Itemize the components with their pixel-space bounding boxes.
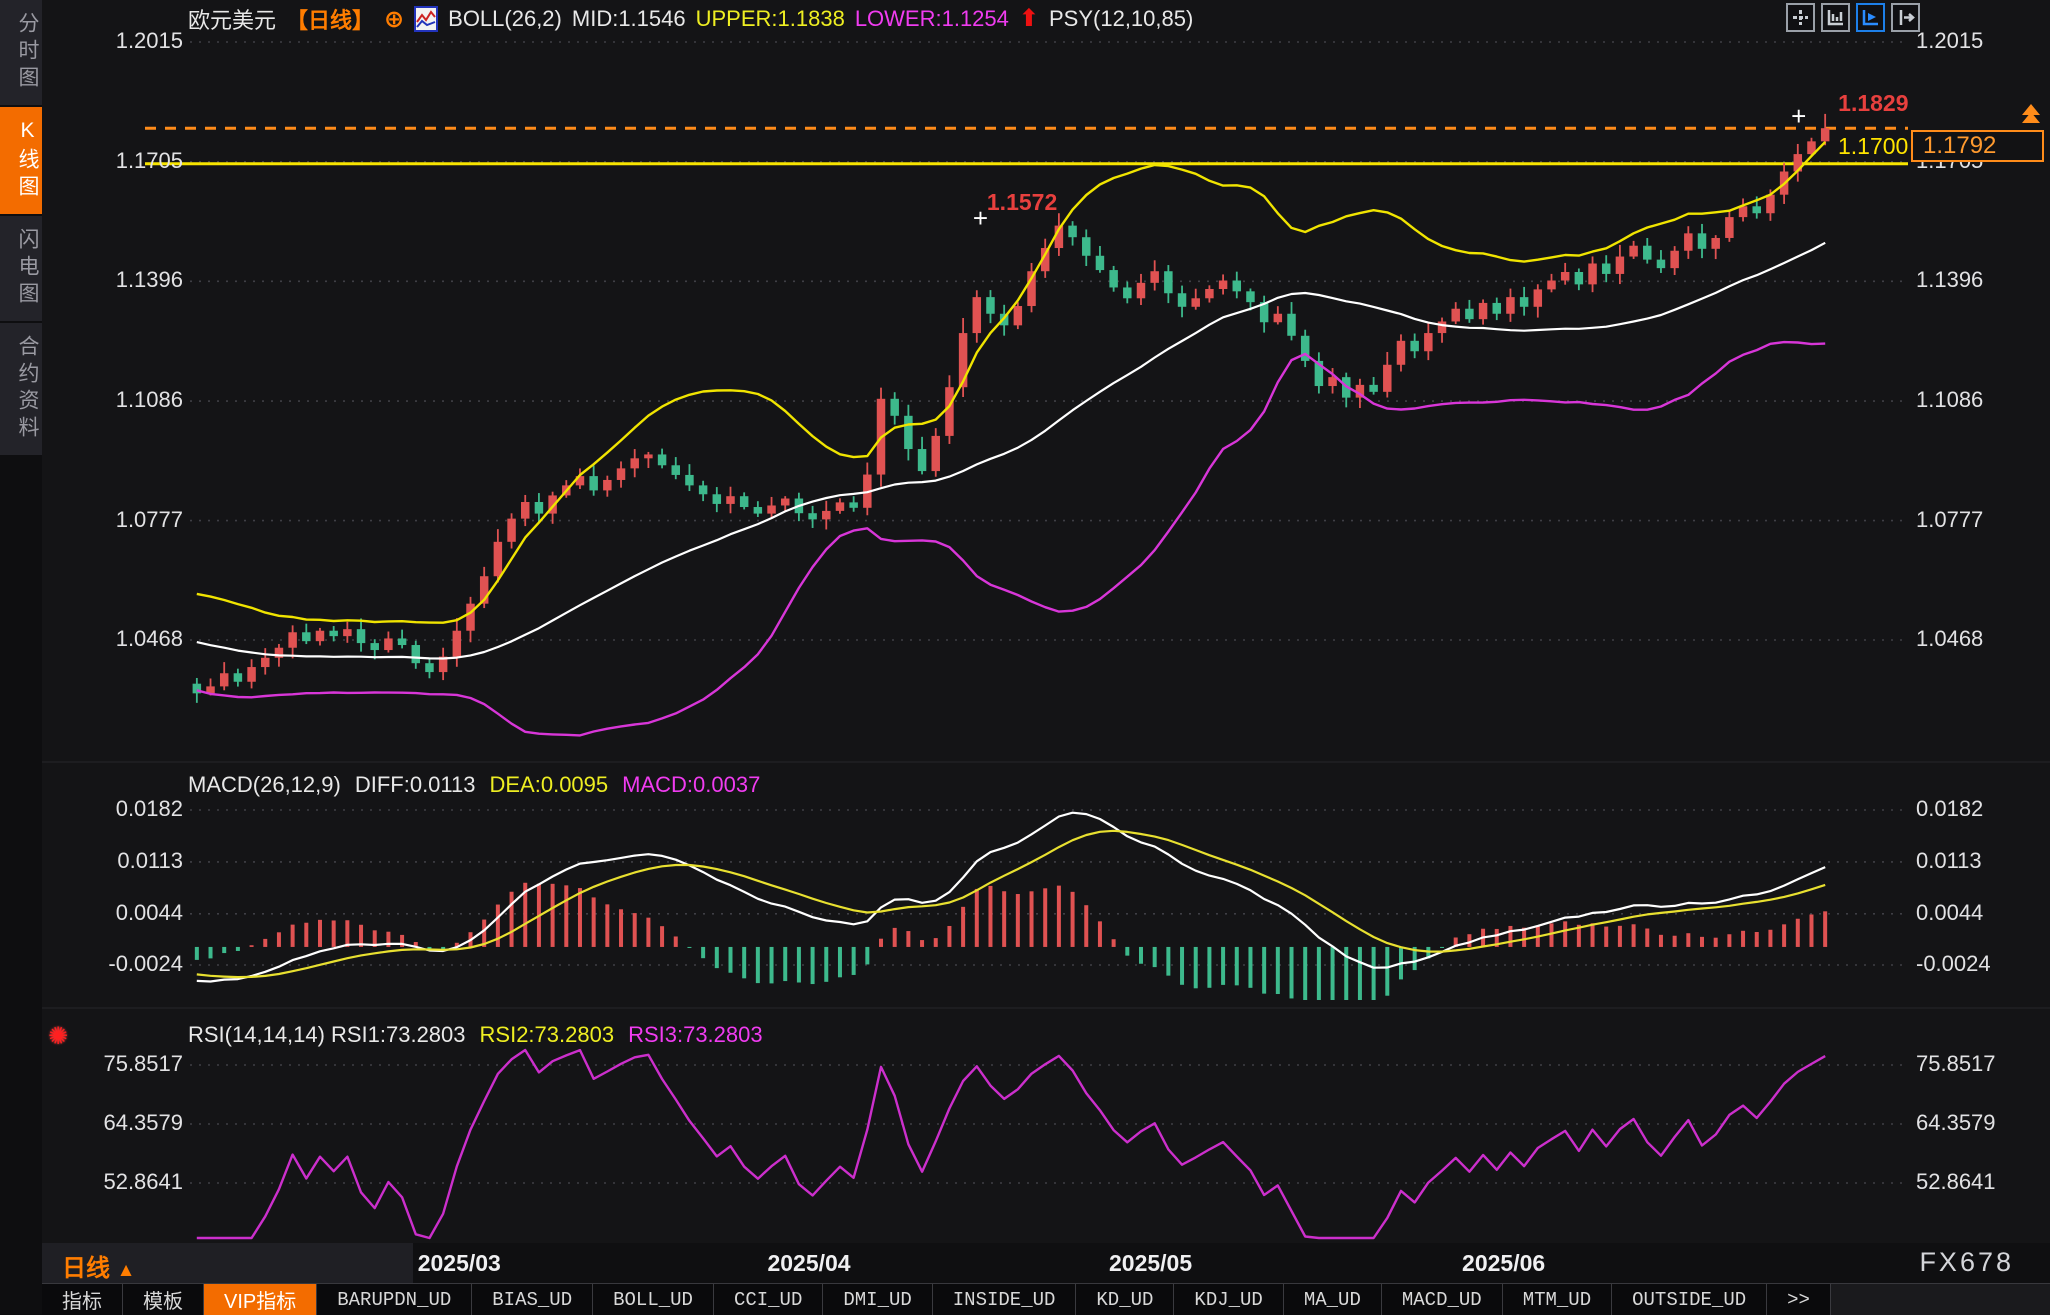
y-axis-label: 0.0182 — [115, 796, 183, 821]
y-axis-label: 0.0182 — [1916, 796, 1984, 821]
indicator-chart-icon[interactable] — [414, 6, 439, 32]
x-axis-date-label: 2025/03 — [417, 1250, 501, 1276]
y-axis-label: 75.8517 — [1916, 1051, 1996, 1076]
tabbar-filler — [1830, 1284, 2050, 1315]
boll-lower-value: LOWER:1.1254 — [854, 6, 1009, 31]
y-axis-label: 52.8641 — [103, 1169, 183, 1194]
tab--[interactable]: 模板 — [123, 1284, 204, 1315]
y-axis-label: 64.3579 — [1916, 1110, 1996, 1135]
y-axis-label: 0.0113 — [1916, 847, 1982, 873]
y-axis-label: -0.0024 — [1916, 951, 1991, 976]
y-axis-label: 1.1086 — [115, 387, 183, 413]
x-axis-date-label: 2025/04 — [767, 1250, 851, 1276]
session-high-label: 1.1829 — [1838, 89, 1909, 116]
tab-dmi_ud[interactable]: DMI_UD — [823, 1284, 933, 1315]
goto-last-bar-button[interactable] — [1891, 3, 1920, 32]
tab-macd_ud[interactable]: MACD_UD — [1382, 1284, 1503, 1315]
tab-boll_ud[interactable]: BOLL_UD — [593, 1284, 714, 1315]
rsi-panel-header: RSI(14,14,14) RSI1:73.2803 RSI2:73.2803 … — [188, 1022, 763, 1048]
y-axis-label: 1.1086 — [1916, 387, 1984, 413]
watermark: FX678 — [1919, 1247, 2014, 1277]
macd-hist-value: MACD:0.0037 — [622, 772, 761, 797]
auto-scale-button[interactable] — [1856, 3, 1885, 32]
price-up-arrows-icon — [2022, 104, 2040, 123]
left-sidebar: 分时图 K线图 闪电图 合约资料 — [0, 0, 42, 1314]
tab-barupdn_ud[interactable]: BARUPDN_UD — [317, 1284, 473, 1315]
y-axis-label: 1.0777 — [115, 506, 183, 532]
macd-dea-value: DEA:0.0095 — [489, 772, 609, 797]
tab--[interactable]: 指标 — [42, 1284, 123, 1315]
last-price-badge: 1.1792 — [1911, 130, 2044, 162]
y-axis-label: 1.0777 — [1916, 506, 1984, 532]
sidebar-item-kline[interactable]: K线图 — [0, 107, 42, 214]
rsi1-value: RSI1:73.2803 — [330, 1022, 466, 1047]
x-axis-date-label: 2025/06 — [1462, 1250, 1546, 1276]
y-axis-label: 64.3579 — [103, 1110, 183, 1135]
pan-crosshair-button[interactable] — [1786, 3, 1815, 32]
april-high-label: 1.1572 — [986, 189, 1058, 216]
rsi3-value: RSI3:73.2803 — [628, 1022, 763, 1047]
high-cross-marker: + — [1791, 100, 1807, 131]
symbol-name: 欧元美元 — [188, 8, 277, 33]
april-cross-marker: + — [972, 203, 989, 234]
tab-kd_ud[interactable]: KD_UD — [1076, 1284, 1175, 1315]
rsi-title: RSI(14,14,14) — [188, 1022, 325, 1047]
tab-kdj_ud[interactable]: KDJ_UD — [1174, 1284, 1284, 1315]
period-dropup-icon: ▲ — [116, 1260, 136, 1281]
tab-mtm_ud[interactable]: MTM_UD — [1503, 1284, 1613, 1315]
sidebar-item-timeshare[interactable]: 分时图 — [0, 0, 42, 105]
chart-canvas[interactable] — [0, 0, 2050, 1243]
x-axis-date-label: 2025/05 — [1108, 1250, 1193, 1276]
sidebar-item-lightning[interactable]: 闪电图 — [0, 216, 42, 321]
tab-ma_ud[interactable]: MA_UD — [1284, 1284, 1382, 1315]
macd-title: MACD(26,12,9) — [188, 772, 341, 797]
macd-diff-value: DIFF:0.0113 — [354, 772, 476, 797]
boll-upper-value: UPPER:1.1838 — [695, 6, 845, 31]
y-axis-label: 1.2015 — [115, 28, 183, 53]
chart-toolbar-buttons — [1786, 3, 1920, 32]
tab-bias_ud[interactable]: BIAS_UD — [472, 1284, 594, 1315]
period-chip-background — [42, 1243, 413, 1283]
alert-burst-icon: ✺ — [48, 1023, 69, 1050]
y-axis-label: -0.0024 — [108, 951, 183, 976]
macd-panel-header: MACD(26,12,9) DIFF:0.0113 DEA:0.0095 MAC… — [188, 772, 760, 798]
indicator-tabbar: 指标 模板 VIP指标 BARUPDN_UD BIAS_UD BOLL_UD CCI_UD D… — [42, 1283, 2050, 1315]
sidebar-item-contract-info[interactable]: 合约资料 — [0, 323, 42, 455]
y-axis-label: 1.1396 — [1916, 267, 1984, 293]
up-arrow-icon: ⬆ — [1018, 5, 1039, 32]
histogram-scale-button[interactable] — [1821, 3, 1850, 32]
boll-label: BOLL(26,2) — [448, 6, 562, 31]
tab-cci_ud[interactable]: CCI_UD — [714, 1284, 824, 1315]
y-axis-label: 52.8641 — [1916, 1169, 1996, 1194]
psy-label: PSY(12,10,85) — [1049, 6, 1194, 31]
y-axis-label: 75.8517 — [103, 1051, 183, 1076]
y-axis-label: 0.0044 — [1916, 899, 1984, 925]
add-compare-icon[interactable]: ⊕ — [384, 5, 405, 33]
y-axis-label: 1.0468 — [1916, 626, 1984, 651]
tab-vip-[interactable]: VIP指标 — [204, 1284, 318, 1315]
tab--[interactable]: >> — [1767, 1284, 1831, 1315]
period-tag[interactable]: 【日线】 — [286, 8, 375, 33]
y-axis-label: 1.2015 — [1916, 28, 1984, 53]
y-axis-label: 0.0044 — [115, 899, 183, 925]
rsi2-value: RSI2:73.2803 — [479, 1022, 615, 1047]
yellow-line-price-label: 1.1700 — [1838, 132, 1909, 159]
y-axis-label: 1.1705 — [115, 147, 183, 173]
tab-outside_ud[interactable]: OUTSIDE_UD — [1612, 1284, 1768, 1315]
chart-header: 欧元美元 【日线】 ⊕ BOLL(26,2) MID:1.1546 UPPER:… — [188, 0, 1193, 38]
y-axis-label: 1.0468 — [115, 626, 183, 651]
period-selector[interactable]: 日线 ▲ — [62, 1255, 136, 1282]
y-axis-label: 1.1396 — [115, 267, 183, 293]
boll-mid-value: MID:1.1546 — [571, 6, 686, 31]
tab-inside_ud[interactable]: INSIDE_UD — [933, 1284, 1077, 1315]
y-axis-label: 0.0113 — [117, 847, 183, 873]
xaxis-bar: 日线 ▲ FX678 2025/03 2025/04 2025/05 2025/06 — [42, 1243, 2050, 1283]
